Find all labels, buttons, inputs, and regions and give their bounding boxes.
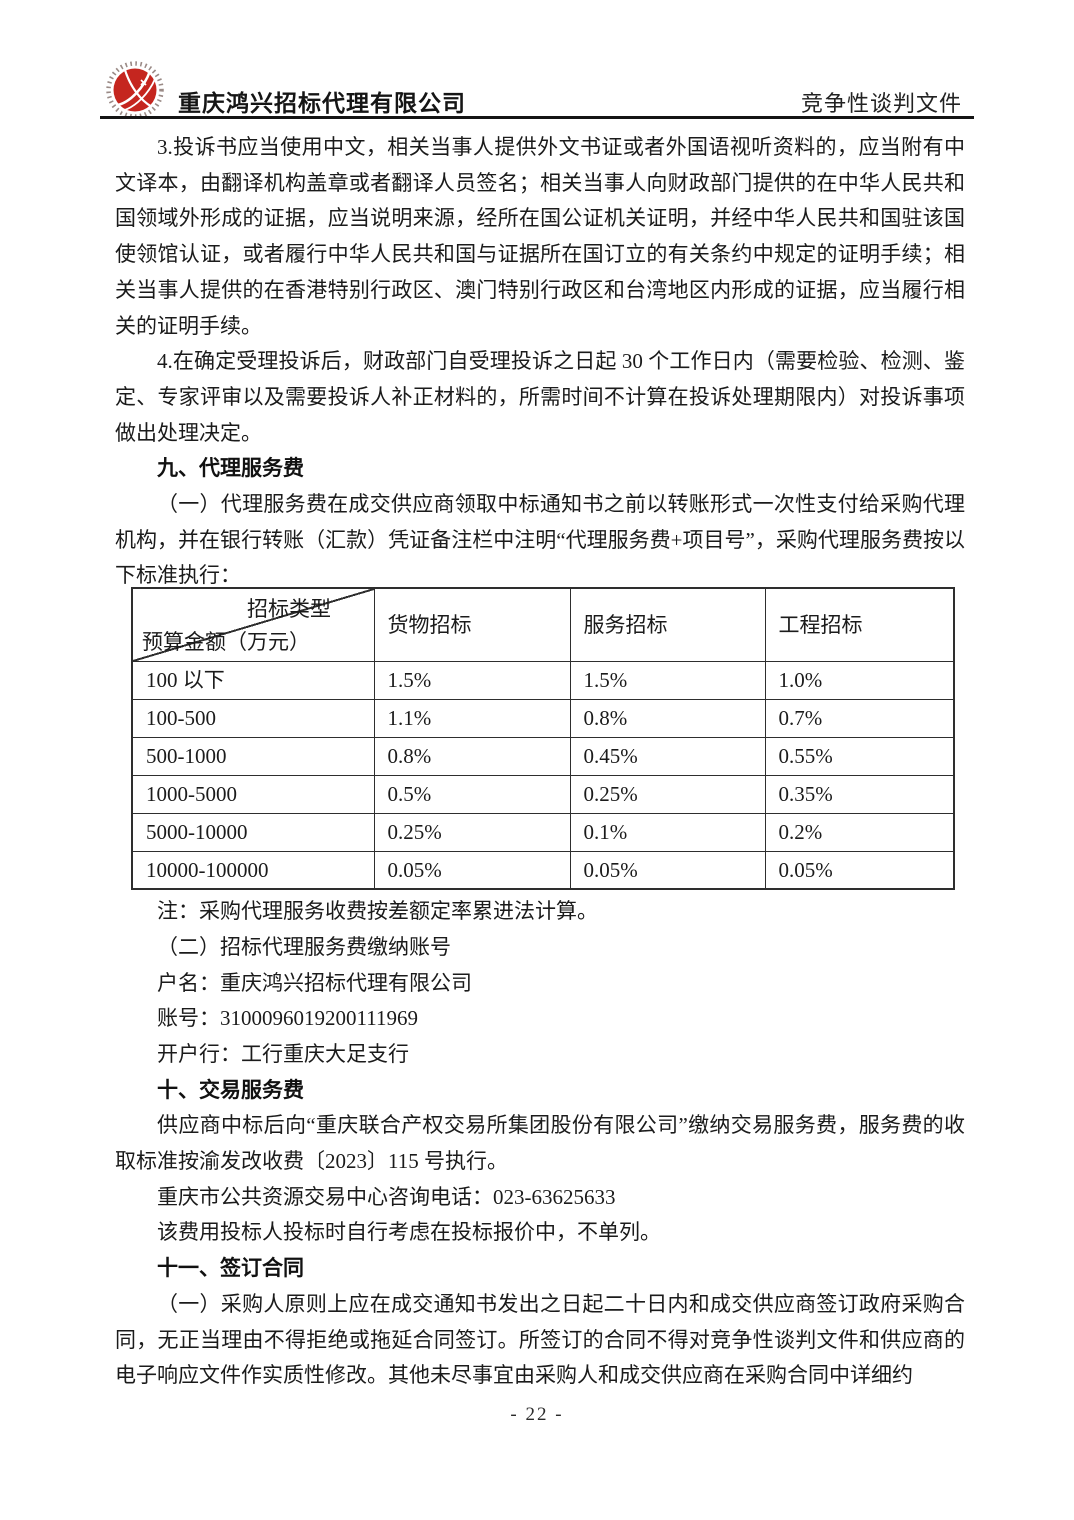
budget-range-cell: 5000-10000 (131, 812, 375, 852)
account-number-line: 账号：3100096019200111969 (157, 1006, 418, 1031)
fee-table-row: 1000-5000 0.5% 0.25% 0.35% (131, 774, 955, 814)
fee-table-col-header-goods: 货物招标 (373, 587, 571, 662)
bank-line: 开户行：工行重庆大足支行 (157, 1041, 409, 1066)
budget-range-cell: 100-500 (131, 698, 375, 738)
header-rule (100, 116, 974, 119)
section-11-heading: 十一、签订合同 (157, 1256, 304, 1281)
services-rate-cell: 0.8% (569, 698, 766, 738)
fee-table-note: 注：采购代理服务收费按差额定率累进法计算。 (157, 899, 598, 924)
budget-range-cell: 100 以下 (131, 660, 375, 700)
section-10-heading: 十、交易服务费 (157, 1077, 304, 1102)
goods-rate-cell: 0.25% (373, 812, 571, 852)
document-type-label: 竞争性谈判文件 (800, 91, 962, 116)
section-11-paragraph-1: （一）采购人原则上应在成交通知书发出之日起二十日内和成交供应商签订政府采购合同，… (115, 1291, 965, 1388)
section-10-paragraph-1: 供应商中标后向“重庆联合产权交易所集团股份有限公司”缴纳交易服务费，服务费的收取… (115, 1113, 965, 1174)
corner-diagonal-line (133, 589, 373, 661)
services-rate-cell: 0.05% (569, 850, 766, 890)
account-name-line: 户名：重庆鸿兴招标代理有限公司 (157, 970, 472, 995)
works-rate-cell: 0.35% (764, 774, 955, 814)
works-rate-cell: 1.0% (764, 660, 955, 700)
section-10-phone-line: 重庆市公共资源交易中心咨询电话：023-63625633 (157, 1184, 616, 1209)
page-number: - 22 - (510, 1404, 564, 1425)
corner-label-budget: 预算金额（万元） (142, 630, 310, 655)
works-rate-cell: 0.55% (764, 736, 955, 776)
agency-fee-table: 招标类型 预算金额（万元） 货物招标 服务招标 工程招标 100 以下 1.5%… (131, 587, 955, 891)
works-rate-cell: 0.05% (764, 850, 955, 890)
company-logo-icon (105, 60, 165, 120)
fee-table-row: 100 以下 1.5% 1.5% 1.0% (131, 660, 955, 700)
goods-rate-cell: 0.05% (373, 850, 571, 890)
section-9-heading: 九、代理服务费 (157, 456, 304, 481)
section-9-sub-heading-2: （二）招标代理服务费缴纳账号 (157, 934, 451, 959)
corner-label-bid-type: 招标类型 (247, 597, 331, 622)
services-rate-cell: 0.25% (569, 774, 766, 814)
paragraph-complaint-language: 3.投诉书应当使用中文，相关当事人提供外文书证或者外国语视听资料的，应当附有中文… (115, 135, 965, 338)
document-body: 3.投诉书应当使用中文，相关当事人提供外文书证或者外国语视听资料的，应当附有中文… (115, 130, 965, 1394)
fee-table-row: 100-500 1.1% 0.8% 0.7% (131, 698, 955, 738)
goods-rate-cell: 1.1% (373, 698, 571, 738)
fee-table-col-header-services: 服务招标 (569, 587, 766, 662)
goods-rate-cell: 0.5% (373, 774, 571, 814)
fee-table-row: 500-1000 0.8% 0.45% 0.55% (131, 736, 955, 776)
fee-table-row: 10000-100000 0.05% 0.05% 0.05% (131, 850, 955, 890)
services-rate-cell: 0.45% (569, 736, 766, 776)
services-rate-cell: 0.1% (569, 812, 766, 852)
fee-table-col-header-works: 工程招标 (764, 587, 955, 662)
paragraph-complaint-decision: 4.在确定受理投诉后，财政部门自受理投诉之日起 30 个工作日内（需要检验、检测… (115, 349, 965, 445)
fee-table-corner-cell: 招标类型 预算金额（万元） (131, 587, 375, 662)
goods-rate-cell: 1.5% (373, 660, 571, 700)
page-header: 重庆鸿兴招标代理有限公司 竞争性谈判文件 (0, 0, 1074, 121)
fee-table-header-row: 招标类型 预算金额（万元） 货物招标 服务招标 工程招标 (131, 587, 955, 662)
section-10-paragraph-3: 该费用投标人投标时自行考虑在投标报价中，不单列。 (157, 1220, 661, 1245)
budget-range-cell: 1000-5000 (131, 774, 375, 814)
services-rate-cell: 1.5% (569, 660, 766, 700)
section-9-intro: （一）代理服务费在成交供应商领取中标通知书之前以转账形式一次性支付给采购代理机构… (115, 492, 965, 588)
budget-range-cell: 10000-100000 (131, 850, 375, 890)
budget-range-cell: 500-1000 (131, 736, 375, 776)
works-rate-cell: 0.7% (764, 698, 955, 738)
works-rate-cell: 0.2% (764, 812, 955, 852)
company-name: 重庆鸿兴招标代理有限公司 (178, 91, 466, 116)
goods-rate-cell: 0.8% (373, 736, 571, 776)
fee-table-row: 5000-10000 0.25% 0.1% 0.2% (131, 812, 955, 852)
